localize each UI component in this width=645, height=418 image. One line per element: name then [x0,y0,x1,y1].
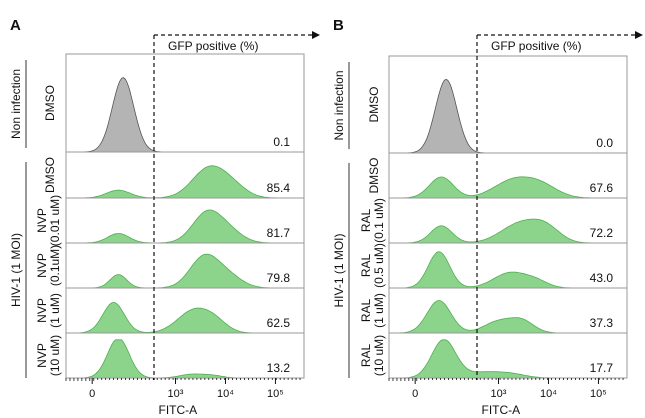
row-label: (0.01 uM) [48,195,62,246]
gfp-value: 17.7 [590,361,614,375]
tick-label: 10³ [491,388,507,400]
panel-letter: A [10,17,21,34]
tick-label: 0 [412,388,418,400]
group-label: HIV-1 (1 MOI) [332,233,346,307]
tick-label: 10⁴ [540,388,557,400]
tick-label: 10⁵ [590,388,607,400]
gfp-value: 72.2 [590,226,614,240]
gate-label: GFP positive (%) [491,39,581,53]
x-axis-label: FITC-A [482,403,521,417]
panel-letter: B [333,17,344,34]
group-label: HIV-1 (1 MOI) [9,233,23,307]
row-label: (10 uM) [48,335,62,376]
gfp-value: 67.6 [590,181,614,195]
row-label: DMSO [367,158,381,194]
row-label: NVP [35,343,49,368]
row-label: RAL [359,209,373,233]
group-label: Non infection [9,69,23,139]
row-label: DMSO [367,87,381,123]
gate-label: GFP positive (%) [168,39,258,53]
gfp-value: 62.5 [267,316,291,330]
row-label: (0.1uM) [48,245,62,286]
gfp-value: 43.0 [590,271,614,285]
row-label: NVP [35,208,49,233]
row-label: DMSO [43,85,57,121]
row-label: DMSO [43,157,57,193]
gate-arrow-head [312,31,320,39]
row-label: (1 uM) [372,293,386,328]
x-axis-label: FITC-A [159,403,198,417]
gfp-value: 0.0 [596,136,613,150]
row-label: (0.5 uM) [372,243,386,288]
row-label: RAL [359,344,373,368]
histogram-1 [66,77,304,153]
gfp-value: 79.8 [267,271,291,285]
gfp-value: 85.4 [267,181,291,195]
row-label: (10 uM) [372,335,386,376]
row-label: RAL [359,299,373,323]
row-label: (1 uM) [48,293,62,328]
tick-label: 0 [89,388,95,400]
gfp-value: 0.1 [273,135,290,149]
gate-arrow-head [635,31,643,39]
tick-label: 10⁵ [267,388,284,400]
gfp-value: 13.2 [267,361,291,375]
tick-label: 10⁴ [217,388,234,400]
row-label: NVP [35,253,49,278]
histogram-1 [389,78,627,154]
row-label: NVP [35,298,49,323]
tick-label: 10³ [168,388,184,400]
gfp-value: 37.3 [590,316,614,330]
gfp-value: 81.7 [267,226,291,240]
row-label: (0.1 uM) [372,198,386,243]
group-label: Non infection [332,70,346,140]
histogram-2 [66,165,304,199]
row-label: RAL [359,254,373,278]
